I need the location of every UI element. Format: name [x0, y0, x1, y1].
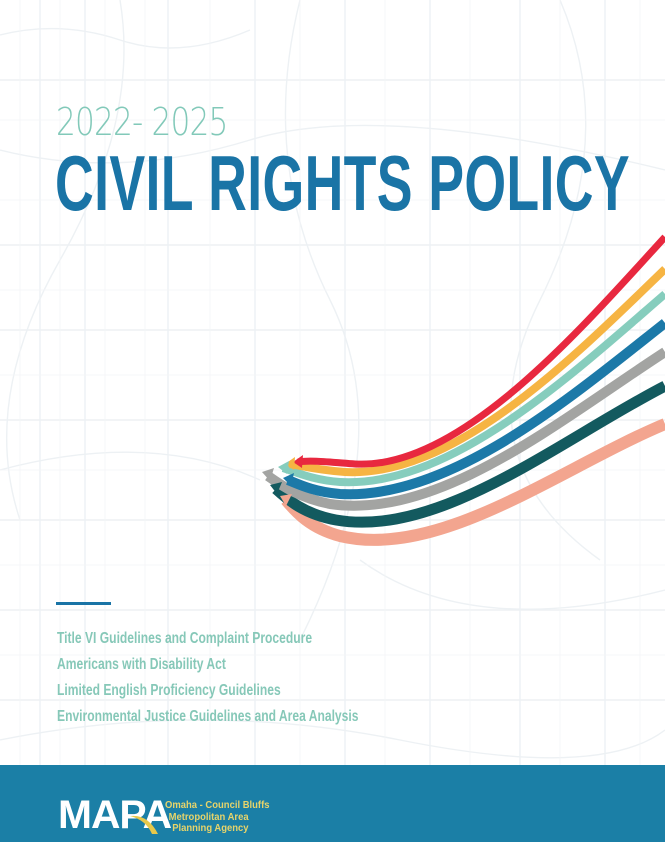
topic-item: Title VI Guidelines and Complaint Proced…: [57, 630, 313, 647]
ribbon-blue: [286, 319, 665, 500]
rainbow-arrows-graphic: [262, 234, 665, 546]
ribbon-red: [297, 234, 665, 468]
topic-item: Limited English Proficiency Guidelines: [57, 682, 281, 699]
topic-item: Environmental Justice Guidelines and Are…: [57, 708, 359, 725]
accent-rule: [56, 602, 111, 605]
arrowhead-blue: [283, 473, 294, 486]
arrowhead-mint: [278, 461, 289, 474]
arrowhead-salmon: [280, 494, 292, 506]
agency-line: Planning Agency: [172, 822, 249, 834]
footer-band: [0, 765, 665, 842]
ribbon-gray: [265, 347, 665, 511]
arrowhead-dark-teal: [270, 482, 282, 494]
agency-name: Omaha - Council Bluffs Metropolitan Area…: [165, 799, 281, 835]
ribbon-yellow: [289, 266, 665, 477]
year-range: 2022- 2025: [56, 100, 228, 144]
logo-swoosh-icon: [130, 815, 158, 834]
arrowhead-yellow: [285, 457, 295, 470]
ribbon-salmon: [281, 418, 665, 546]
ribbon-mint: [281, 290, 665, 487]
arrowhead-red: [293, 455, 303, 468]
ribbon-dark-teal: [272, 381, 665, 528]
topics-list: Title VI Guidelines and Complaint Proced…: [57, 626, 443, 730]
agency-line: Metropolitan Area: [168, 810, 249, 823]
arrowhead-gray: [262, 468, 274, 481]
document-title: CIVIL RIGHTS POLICY: [55, 139, 631, 227]
topic-item: Americans with Disability Act: [57, 656, 226, 673]
agency-line: Omaha - Council Bluffs: [165, 799, 270, 811]
